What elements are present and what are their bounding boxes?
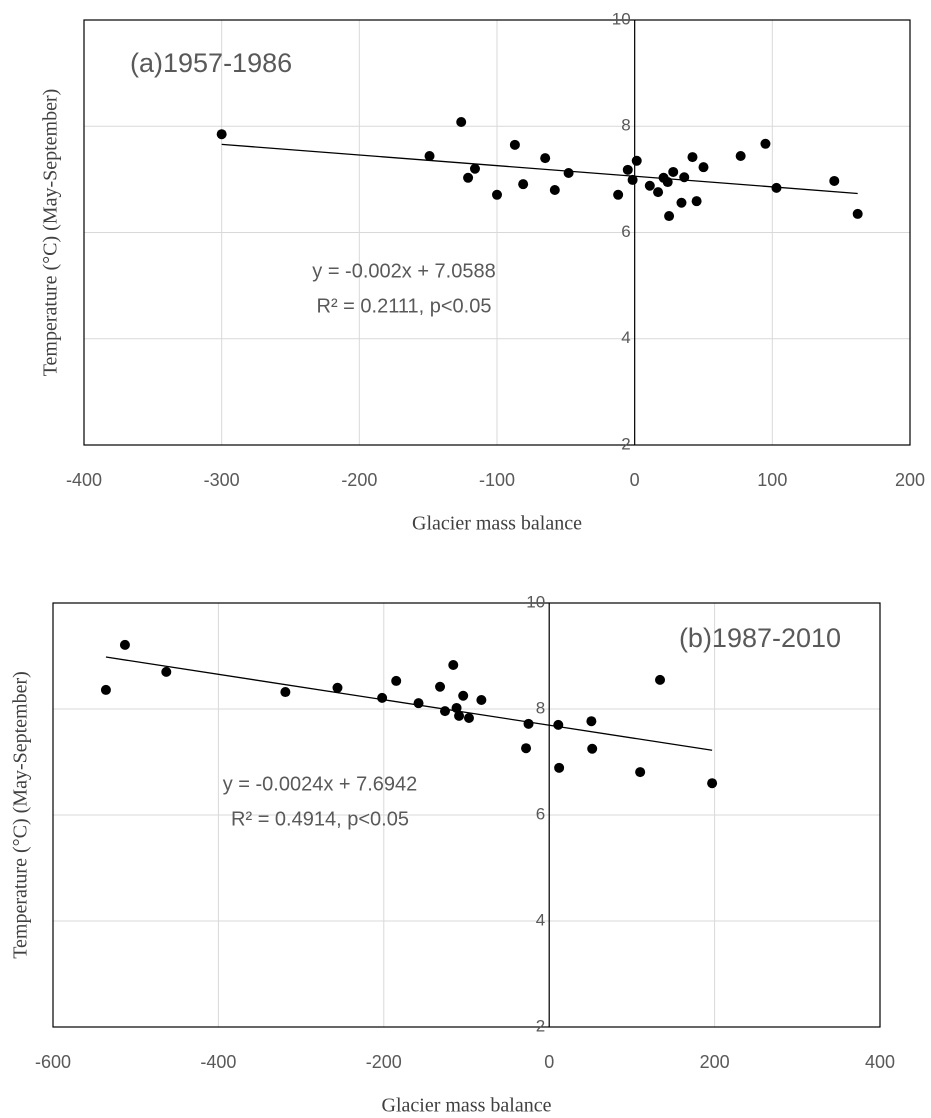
data-point [613, 189, 624, 200]
data-point [216, 129, 227, 140]
data-point [676, 197, 687, 208]
x-tick-label: -200 [341, 470, 377, 490]
data-point [679, 172, 690, 183]
x-tick-label: 400 [865, 1052, 895, 1072]
x-tick-label: 200 [700, 1052, 730, 1072]
data-point [476, 694, 487, 705]
panel-title: (b)1987-2010 [679, 623, 841, 653]
y-tick-label: 4 [536, 910, 545, 929]
x-tick-label: 100 [757, 470, 787, 490]
data-point [691, 196, 702, 207]
data-point [644, 180, 655, 191]
data-point [523, 718, 534, 729]
data-point [653, 187, 664, 198]
data-point [668, 166, 679, 177]
data-point [587, 743, 598, 754]
data-point [553, 719, 564, 730]
trendline [221, 143, 858, 195]
annotation: y = -0.002x + 7.0588 [312, 260, 495, 282]
plot-frame [52, 602, 881, 1028]
data-point [458, 690, 469, 701]
data-point [100, 684, 111, 695]
x-tick-label: -400 [66, 470, 102, 490]
data-point [448, 660, 459, 671]
data-point [662, 177, 673, 188]
y-tick-label: 2 [536, 1016, 545, 1035]
x-tick-label: -400 [200, 1052, 236, 1072]
data-point [627, 174, 638, 185]
data-point [635, 767, 646, 778]
x-tick-label: 0 [630, 470, 640, 490]
data-point [771, 182, 782, 193]
data-point [622, 164, 633, 175]
data-point [664, 211, 675, 222]
data-point [687, 152, 698, 163]
plot-frame [83, 19, 911, 446]
data-point [454, 710, 465, 721]
data-point [655, 674, 666, 685]
data-point [424, 151, 435, 161]
x-axis-title: Glacier mass balance [412, 513, 582, 535]
x-axis-title: Glacier mass balance [382, 1095, 552, 1117]
data-point [586, 716, 597, 727]
data-point [463, 713, 474, 724]
y-tick-label: 4 [621, 328, 630, 347]
data-point [549, 185, 560, 195]
trendline [105, 656, 713, 751]
data-point [391, 675, 402, 686]
data-point [735, 151, 746, 161]
data-point [509, 139, 520, 150]
x-tick-label: 0 [544, 1052, 554, 1072]
data-point [852, 208, 863, 219]
x-tick-label: -200 [366, 1052, 402, 1072]
data-point [456, 117, 467, 127]
data-point [463, 172, 474, 183]
data-point [540, 153, 551, 164]
data-point [829, 175, 840, 186]
data-point [554, 762, 565, 773]
y-tick-label: 10 [526, 592, 545, 611]
data-point [280, 687, 291, 698]
data-point [518, 179, 529, 190]
data-point [439, 706, 450, 717]
y-tick-label: 10 [612, 9, 631, 28]
data-point [492, 189, 502, 200]
data-point [760, 138, 771, 149]
data-point [377, 692, 388, 703]
data-point [631, 155, 642, 166]
data-point [469, 163, 480, 174]
y-tick-label: 6 [621, 222, 630, 241]
y-axis-title: Temperature (°C) (May-September) [40, 89, 62, 377]
data-point [563, 168, 574, 178]
x-tick-label: -100 [479, 470, 515, 490]
y-tick-label: 2 [621, 434, 630, 453]
annotation: R² = 0.2111, p<0.05 [317, 295, 492, 317]
data-point [161, 666, 172, 677]
data-point [451, 702, 462, 713]
annotation: R² = 0.4914, p<0.05 [231, 808, 409, 830]
x-tick-label: 200 [895, 470, 925, 490]
data-point [521, 743, 532, 754]
data-point [413, 698, 424, 709]
x-tick-label: -300 [204, 470, 240, 490]
y-tick-label: 8 [536, 698, 545, 717]
data-point [698, 162, 709, 173]
data-point [119, 639, 130, 650]
data-point [332, 682, 343, 693]
y-tick-label: 8 [621, 116, 630, 135]
annotation: y = -0.0024x + 7.6942 [223, 773, 418, 795]
data-point [435, 681, 446, 692]
y-tick-label: 6 [536, 804, 545, 823]
panel-title: (a)1957-1986 [130, 48, 292, 78]
data-point [707, 778, 718, 789]
y-axis-title: Temperature (°C) (May-September) [10, 671, 32, 959]
x-tick-label: -600 [35, 1052, 71, 1072]
